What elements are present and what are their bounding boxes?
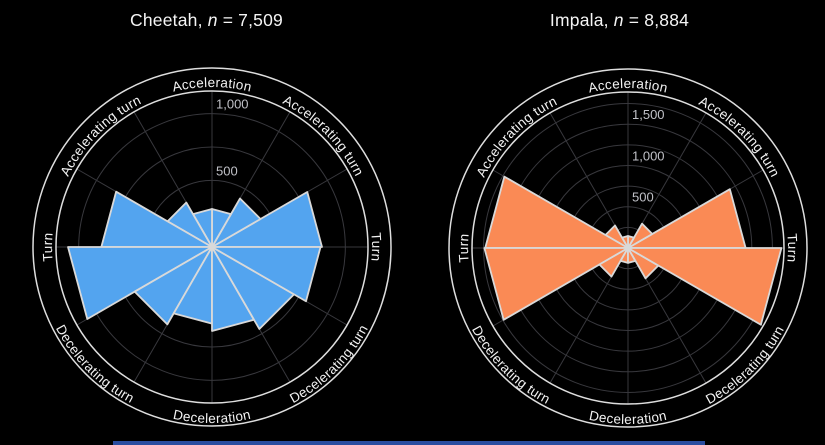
radial-tick-label: 500 [632,190,654,205]
direction-band-label: Deceleration [588,408,668,427]
title-n-value: = 7,509 [217,10,283,30]
direction-band-label: Turn [456,233,472,263]
radial-tick-label: 1,000 [216,97,249,112]
rose-wedge [483,247,629,321]
impala-chart-title: Impala, n = 8,884 [413,10,825,31]
radial-tick-label: 1,000 [632,148,665,163]
direction-band-label: Acceleration [171,75,253,95]
title-n-value: = 8,884 [623,10,690,30]
direction-band-label: Accelerating turn [57,92,143,178]
cheetah-polar-chart: Cheetah, n = 7,509 500 1,000 Acceleration A… [0,10,413,427]
direction-band-label: Deceleration [172,407,252,426]
cheetah-rose-plot: 500 1,000 Acceleration Accelerating turn Acc… [32,67,392,427]
title-species: Impala, [549,10,614,30]
band-outer-ring [448,68,808,428]
rose-wedge [598,247,629,278]
title-n-symbol: n [207,10,218,30]
impala-rose-plot: 500 1,000 1,500 Acceleration Accelerating tu… [448,68,808,428]
bottom-legend-strip [113,441,705,445]
direction-band-label: Accelerating turn [473,93,559,179]
direction-band-label: Acceleration [587,76,669,96]
direction-band-label: Decelerating turn [53,322,137,406]
impala-polar-chart: Impala, n = 8,884 500 1,000 1,500 Accelerat… [413,0,825,445]
direction-band-label: Turn [784,233,800,263]
direction-band-label: Turn [40,232,56,262]
direction-band-label: Accelerating turn [697,93,783,179]
direction-band-label: Accelerating turn [281,92,367,178]
radial-tick-label: 500 [216,163,238,178]
band-inner-ring [471,91,785,405]
title-n-symbol: n [613,10,624,30]
rose-wedge [627,247,783,326]
direction-band-label: Turn [368,232,384,262]
rose-wedge [211,246,322,303]
rose-wedge [627,222,654,249]
band-inner-ring [55,90,369,404]
title-species: Cheetah, [130,10,208,30]
polar-center-dot [208,243,216,251]
polar-center-dot [624,244,632,252]
radial-tick-label: 1,500 [632,107,665,122]
band-outer-ring [32,67,392,427]
cheetah-chart-title: Cheetah, n = 7,509 [0,10,413,31]
direction-band-label: Decelerating turn [287,322,371,406]
